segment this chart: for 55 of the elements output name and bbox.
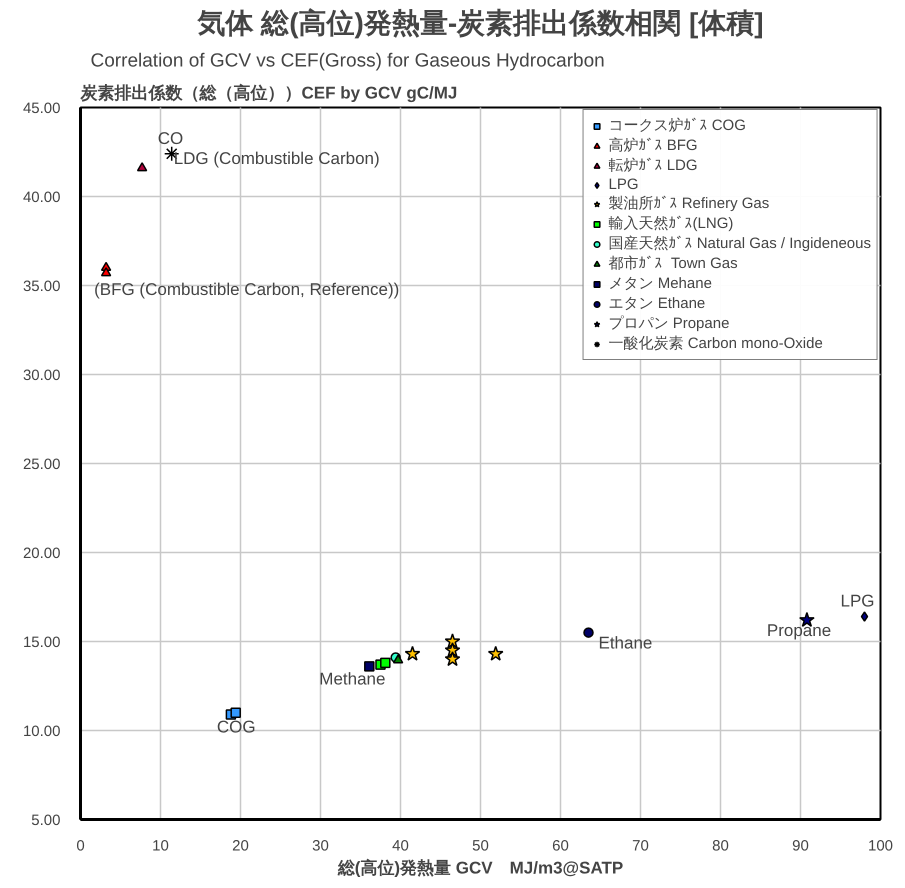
- x-tick-label: 20: [232, 838, 249, 854]
- y-tick-label: 35.00: [22, 278, 61, 295]
- annotation: Ethane: [598, 634, 652, 653]
- legend-label: エタン Ethane: [608, 294, 706, 313]
- annotation: CO: [158, 128, 184, 148]
- y-axis-title: 炭素排出係数（総（高位））CEF by GCV gC/MJ: [80, 84, 458, 102]
- annotation: Propane: [766, 621, 832, 640]
- annotation: Methane: [319, 669, 386, 688]
- annotation: (BFG (Combustible Carbon, Reference)): [94, 280, 400, 300]
- point: [488, 646, 504, 661]
- x-tick-label: 50: [472, 838, 489, 854]
- x-tick-label: 30: [312, 838, 329, 854]
- point: [136, 162, 148, 172]
- y-tick-label: 45.00: [22, 100, 61, 117]
- legend-label: コークス炉ｶﾞｽ COG: [608, 116, 746, 135]
- legend-label: LPG: [608, 176, 639, 193]
- annotation: LPG: [840, 592, 875, 611]
- y-tick-label: 5.00: [31, 812, 61, 829]
- point: [100, 267, 112, 276]
- point: [364, 661, 375, 672]
- point: [583, 627, 594, 638]
- x-axis-title: 総(高位)発熱量 GCV MJ/m3@SATP: [336, 858, 624, 878]
- x-tick-label: 60: [552, 838, 569, 854]
- legend-label: 都市ｶﾞｽ Town Gas: [608, 254, 738, 273]
- y-tick-label: 20.00: [22, 545, 61, 562]
- legend-label: 製油所ｶﾞｽ Refinery Gas: [608, 194, 770, 213]
- legend-label: 輸入天然ｶﾞｽ(LNG): [608, 214, 734, 233]
- point: [380, 658, 391, 668]
- legend-label: 一酸化炭素 Carbon mono-Oxide: [608, 334, 823, 353]
- y-tick-label: 25.00: [22, 456, 61, 473]
- y-tick-label: 10.00: [22, 723, 61, 740]
- point: [392, 654, 404, 664]
- y-tick-label: 40.00: [22, 189, 61, 206]
- chart-subtitle: Correlation of GCV vs CEF(Gross) for Gaseous Hydrocarbon: [90, 50, 605, 72]
- x-tick-label: 90: [792, 838, 809, 854]
- annotation: COG: [216, 717, 256, 736]
- legend-label: 転炉ｶﾞｽ LDG: [608, 156, 698, 175]
- legend-label: メタン Mehane: [608, 274, 712, 293]
- legend-label: プロパン Propane: [608, 314, 730, 333]
- x-tick-label: 70: [632, 838, 649, 854]
- point: [860, 611, 868, 622]
- annotation: LDG (Combustible Carbon): [174, 148, 380, 168]
- chart-title: 気体 総(高位)発熱量-炭素排出係数相関 [体積]: [196, 8, 764, 38]
- x-tick-label: 100: [868, 838, 894, 854]
- legend-label: 高炉ｶﾞｽ BFG: [608, 136, 698, 155]
- x-tick-label: 10: [152, 838, 169, 854]
- x-tick-label: 80: [712, 838, 729, 854]
- y-tick-label: 30.00: [22, 367, 61, 384]
- x-tick-label: 0: [76, 838, 85, 854]
- x-tick-label: 40: [392, 838, 409, 854]
- y-tick-label: 15.00: [22, 634, 61, 651]
- point: [230, 707, 241, 718]
- point: [404, 646, 420, 661]
- legend-label: 国産天然ｶﾞｽ Natural Gas / Ingideneous: [608, 234, 871, 253]
- point: [444, 651, 460, 666]
